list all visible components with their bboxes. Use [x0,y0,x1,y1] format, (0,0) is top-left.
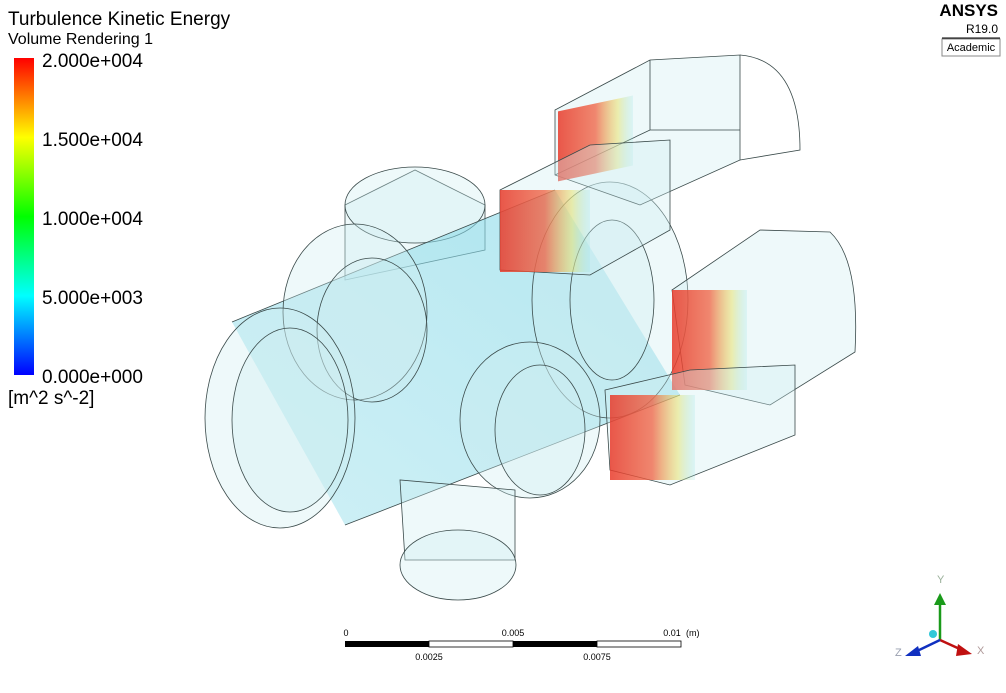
hot-zone [610,395,695,480]
scale-label: 0.01 [663,628,681,638]
scale-segment [513,641,597,647]
color-bar [14,58,34,375]
triad-label: Z [895,647,902,659]
viewport: Turbulence Kinetic Energy Volume Renderi… [0,0,1006,693]
triad-label: Y [937,574,945,586]
scale-label: 0 [343,628,348,638]
legend-label: 2.000e+004 [42,51,143,72]
legend-label: 5.000e+003 [42,288,143,309]
scale-segment [429,641,513,647]
scale-label: 0.0025 [415,652,443,662]
triad-origin [929,630,937,638]
legend-title: Turbulence Kinetic Energy [8,9,231,30]
logo-license: Academic [947,42,996,54]
page: {"legend": {"title": "Turbulence Kinetic… [0,0,1006,693]
logo-version: R19.0 [966,22,998,36]
legend-label: 0.000e+000 [42,367,143,388]
scale-unit: (m) [686,628,700,638]
inlet-inner [232,328,348,512]
logo-brand: ANSYS [939,1,998,20]
scale-segment [597,641,681,647]
legend-label: 1.000e+004 [42,209,143,230]
bottom-branch-end [400,530,516,600]
legend-unit: [m^2 s^-2] [8,388,94,409]
triad-label: X [977,645,985,657]
legend-label: 1.500e+004 [42,130,143,151]
scale-label: 0.0075 [583,652,611,662]
port-lower-inner [495,365,585,495]
scale-label: 0.005 [502,628,525,638]
legend-subtitle: Volume Rendering 1 [8,31,153,48]
scale-segment [345,641,429,647]
hot-zone [500,190,590,272]
